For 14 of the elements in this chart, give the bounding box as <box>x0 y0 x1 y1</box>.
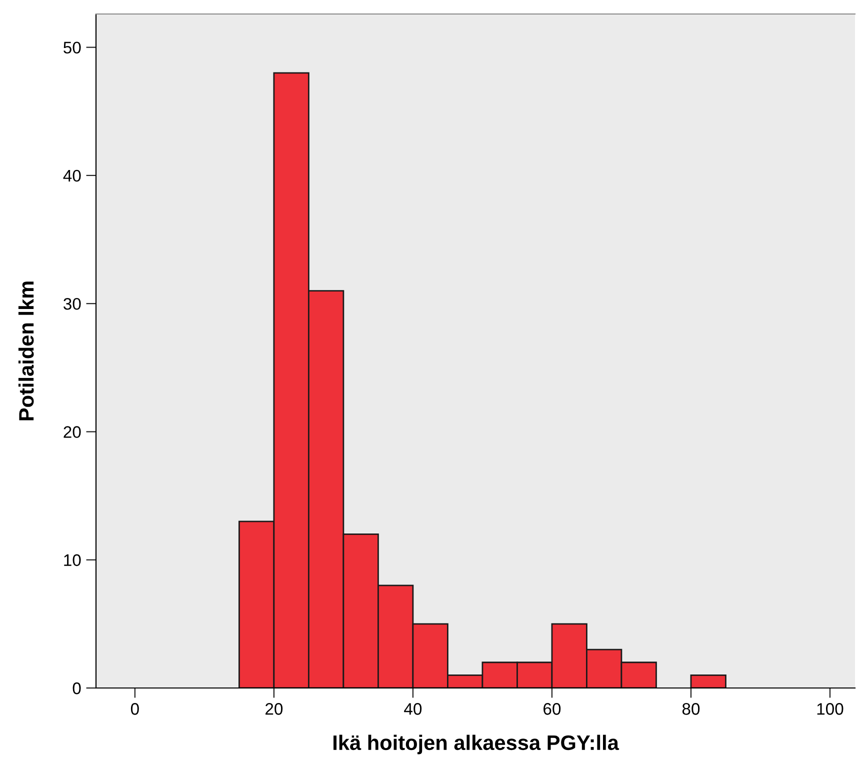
x-axis-title: Ikä hoitojen alkaessa PGY:lla <box>334 734 620 754</box>
y-tick-label: 10 <box>64 554 81 566</box>
y-tick-label: 30 <box>64 298 81 310</box>
x-tick-label: 80 <box>682 703 700 715</box>
x-tick-label: 60 <box>544 703 561 715</box>
y-tick-label: 20 <box>64 426 81 438</box>
x-tick-label: 100 <box>817 703 844 715</box>
y-tick-label: 40 <box>63 170 81 182</box>
x-tick-label: 0 <box>130 703 139 715</box>
y-tick-label: 0 <box>72 682 81 694</box>
x-tick-label: 40 <box>404 703 422 715</box>
y-axis-title: Potilaiden lkm <box>18 282 34 420</box>
y-tick-label: 50 <box>64 42 81 54</box>
x-tick-label: 20 <box>266 703 283 715</box>
